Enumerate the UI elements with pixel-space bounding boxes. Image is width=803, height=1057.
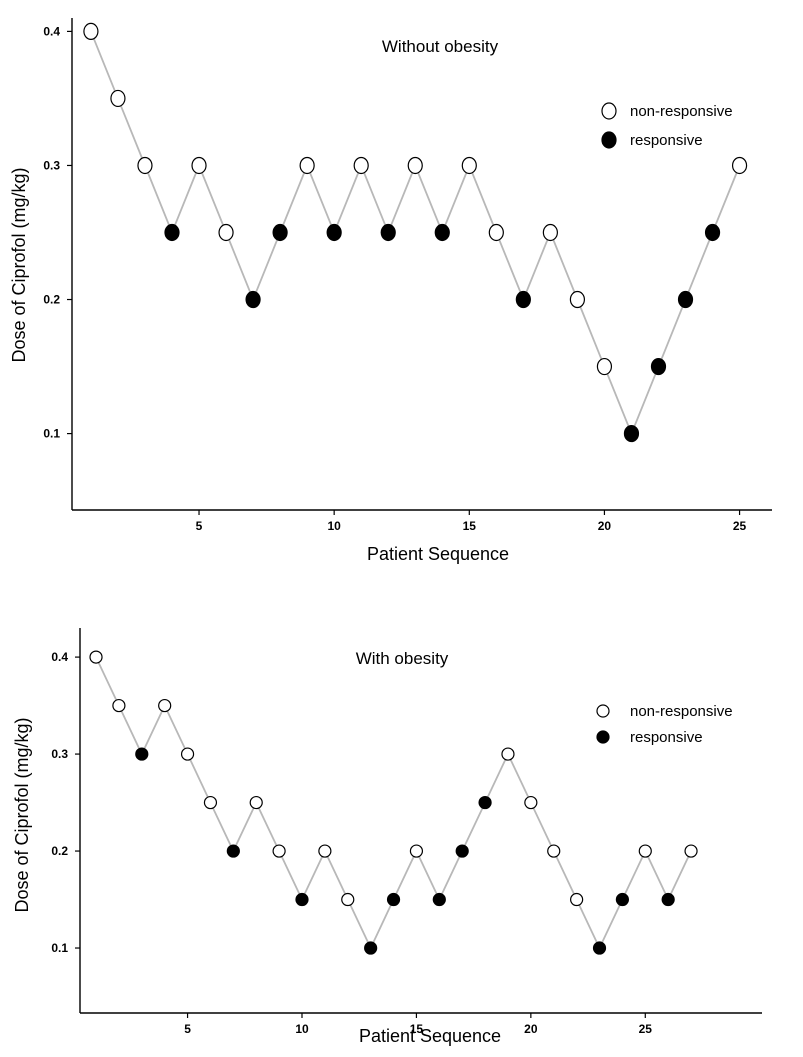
responsive-point-23 — [592, 941, 607, 955]
non-responsive-point-22 — [570, 892, 584, 907]
responsive-point-7 — [245, 290, 261, 309]
non-responsive-point-6 — [203, 795, 218, 810]
y-tick-label-0.4: 0.4 — [51, 650, 68, 664]
non-responsive-point-11 — [318, 844, 332, 858]
non-responsive-point-6 — [218, 223, 234, 242]
non-responsive-point-9 — [272, 844, 286, 858]
x-tick-label-15: 15 — [410, 1022, 424, 1036]
x-tick-label-5: 5 — [184, 1022, 191, 1036]
non-responsive-point-9 — [299, 156, 315, 175]
x-tick-label-25: 25 — [639, 1022, 653, 1036]
non-responsive-point-25 — [731, 156, 748, 175]
legend-marker-responsive — [601, 131, 617, 149]
non-responsive-point-5 — [191, 156, 207, 175]
legend-marker-responsive — [596, 730, 610, 744]
non-responsive-point-18 — [542, 223, 558, 242]
responsive-point-24 — [615, 892, 629, 907]
x-tick-label-25: 25 — [733, 519, 747, 533]
responsive-point-13 — [364, 941, 378, 955]
responsive-point-22 — [650, 357, 667, 376]
y-axis-title: Dose of Ciprofol (mg/kg) — [12, 717, 32, 912]
non-responsive-point-27 — [684, 844, 698, 858]
axis-ticks: 5 10 15 20 25 0.1 0.2 0.3 0.4 — [51, 650, 652, 1036]
responsive-point-3 — [135, 747, 149, 761]
y-tick-label-0.3: 0.3 — [43, 158, 60, 172]
responsive-point-23 — [677, 290, 694, 309]
responsive-point-10 — [295, 892, 309, 907]
axis-ticks: 5 10 15 20 25 0.1 0.2 0.3 0.4 — [43, 24, 746, 533]
responsive-point-18 — [478, 795, 492, 810]
y-tick-label-0.2: 0.2 — [43, 293, 60, 307]
x-tick-label-20: 20 — [598, 519, 612, 533]
chart-title: With obesity — [356, 649, 449, 668]
legend-marker-non-responsive — [596, 704, 610, 718]
responsive-point-8 — [272, 223, 288, 242]
responsive-point-4 — [164, 223, 180, 242]
responsive-point-10 — [326, 223, 342, 242]
non-responsive-point-13 — [407, 156, 423, 175]
responsive-point-21 — [623, 424, 640, 443]
dose-sequence-line — [90, 31, 741, 437]
y-tick-label-0.3: 0.3 — [51, 747, 68, 761]
legend: non-responsive responsive — [596, 703, 733, 746]
legend-marker-non-responsive — [601, 102, 617, 120]
x-tick-label-10: 10 — [327, 519, 341, 533]
legend-label-non-responsive: non-responsive — [630, 103, 733, 120]
y-tick-label-0.1: 0.1 — [51, 941, 68, 955]
responsive-point-7 — [226, 844, 240, 858]
non-responsive-point-1 — [89, 650, 103, 664]
x-axis-title: Patient Sequence — [359, 1026, 501, 1046]
x-axis-title: Patient Sequence — [367, 544, 509, 564]
y-tick-label-0.2: 0.2 — [51, 844, 68, 858]
non-responsive-point-20 — [524, 795, 538, 810]
non-responsive-point-15 — [409, 844, 424, 858]
non-responsive-point-12 — [341, 892, 355, 907]
data-points — [89, 650, 698, 955]
responsive-point-17 — [455, 844, 469, 858]
non-responsive-point-16 — [488, 223, 504, 242]
y-tick-label-0.1: 0.1 — [43, 427, 60, 441]
legend-label-non-responsive: non-responsive — [630, 703, 733, 720]
x-tick-label-15: 15 — [463, 519, 477, 533]
non-responsive-point-3 — [137, 156, 153, 175]
non-responsive-point-21 — [547, 844, 561, 858]
chart-with-obesity: 5 10 15 20 25 0.1 0.2 0.3 0.4 With obesity Patie… — [12, 628, 762, 1046]
x-tick-label-5: 5 — [196, 519, 203, 533]
non-responsive-point-19 — [501, 747, 515, 761]
non-responsive-point-5 — [180, 747, 195, 761]
data-points — [83, 22, 748, 443]
non-responsive-point-20 — [596, 357, 613, 376]
responsive-point-26 — [661, 892, 675, 907]
responsive-point-16 — [432, 892, 446, 907]
x-tick-label-10: 10 — [295, 1022, 309, 1036]
non-responsive-point-2 — [110, 89, 126, 108]
responsive-point-12 — [380, 223, 396, 242]
non-responsive-point-19 — [569, 290, 586, 309]
y-tick-label-0.4: 0.4 — [43, 24, 60, 38]
legend-label-responsive: responsive — [630, 729, 703, 746]
non-responsive-point-11 — [353, 156, 369, 175]
responsive-point-14 — [386, 892, 401, 907]
legend: non-responsive responsive — [601, 102, 733, 149]
responsive-point-24 — [704, 223, 721, 242]
non-responsive-point-1 — [83, 22, 99, 41]
non-responsive-point-25 — [638, 844, 652, 858]
y-axis-title: Dose of Ciprofol (mg/kg) — [9, 167, 29, 362]
responsive-point-14 — [434, 223, 450, 242]
x-tick-label-20: 20 — [524, 1022, 538, 1036]
non-responsive-point-2 — [112, 698, 126, 713]
non-responsive-point-4 — [158, 698, 172, 713]
non-responsive-point-15 — [461, 156, 477, 175]
responsive-point-17 — [515, 290, 531, 309]
chart-without-obesity: 5 10 15 20 25 0.1 0.2 0.3 0.4 Without obesity Pa… — [9, 18, 772, 564]
legend-label-responsive: responsive — [630, 132, 703, 149]
non-responsive-point-8 — [249, 795, 263, 810]
chart-title: Without obesity — [382, 37, 499, 56]
